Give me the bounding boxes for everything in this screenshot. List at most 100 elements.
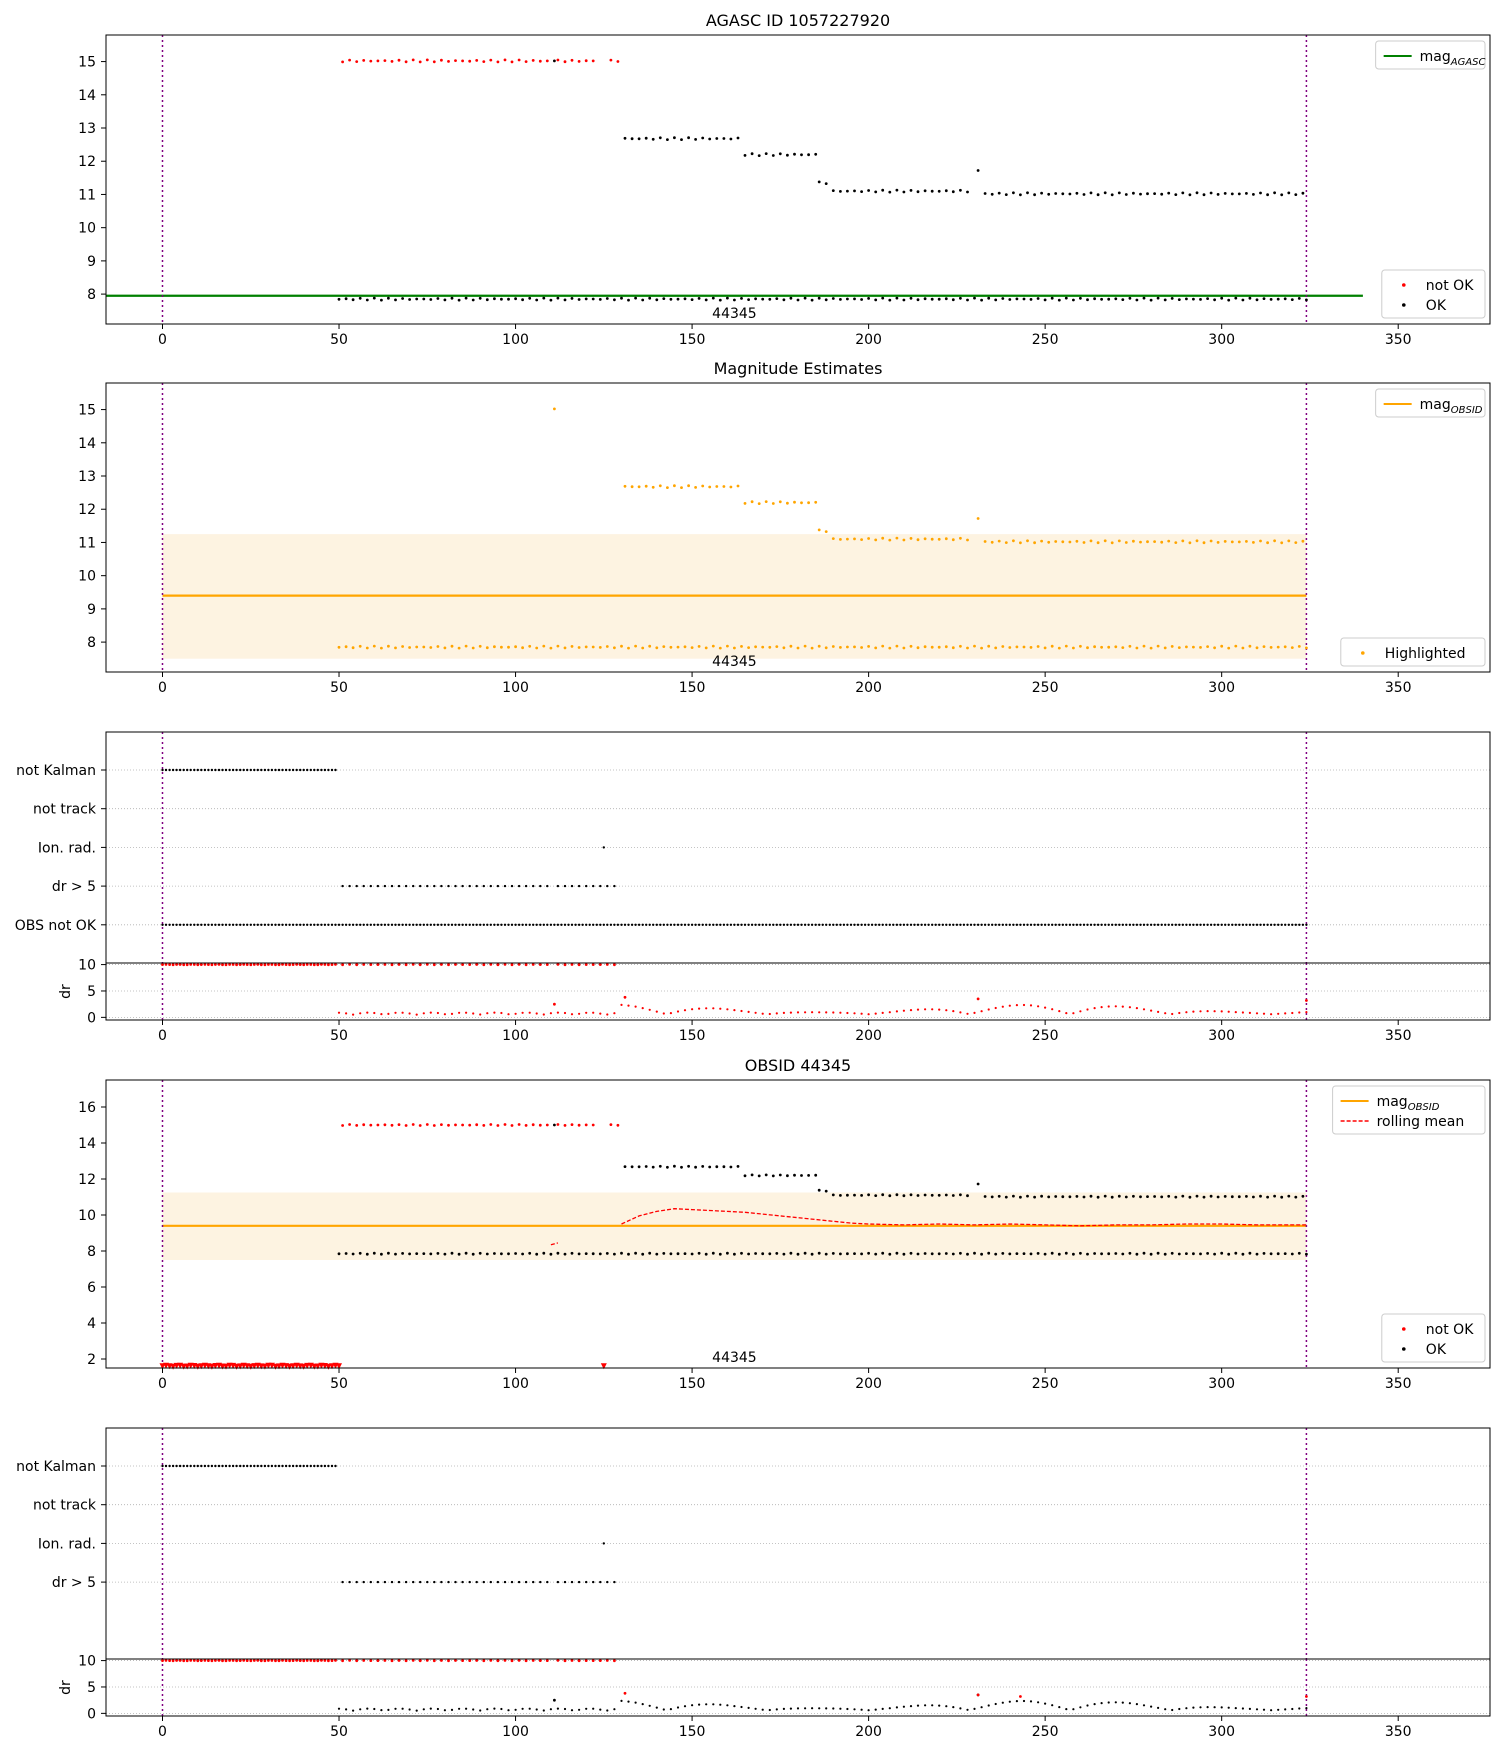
data-point bbox=[705, 923, 708, 926]
data-point bbox=[369, 59, 373, 63]
data-point bbox=[496, 1580, 500, 1584]
data-point bbox=[892, 923, 895, 926]
data-point bbox=[1164, 1012, 1167, 1015]
data-point bbox=[291, 1659, 295, 1662]
data-point bbox=[1050, 296, 1054, 300]
data-point bbox=[592, 884, 595, 888]
data-point bbox=[817, 644, 821, 648]
data-point bbox=[436, 1707, 439, 1711]
data-point bbox=[404, 60, 408, 64]
data-point bbox=[803, 923, 807, 926]
data-point bbox=[814, 1173, 818, 1177]
data-point bbox=[270, 963, 274, 966]
data-point bbox=[281, 923, 284, 926]
data-point bbox=[687, 923, 690, 926]
data-point bbox=[1195, 191, 1199, 195]
data-point bbox=[641, 298, 645, 302]
data-point bbox=[1043, 1252, 1047, 1256]
data-point bbox=[161, 768, 164, 772]
data-point bbox=[563, 60, 567, 64]
data-point bbox=[931, 1704, 934, 1707]
data-point bbox=[1072, 923, 1075, 926]
legend: Highlighted bbox=[1340, 637, 1486, 667]
data-point bbox=[938, 923, 941, 926]
data-point bbox=[344, 1252, 348, 1255]
data-point bbox=[1199, 298, 1202, 301]
data-point bbox=[641, 646, 645, 650]
data-point bbox=[1107, 1701, 1110, 1704]
data-point bbox=[772, 923, 775, 926]
data-point bbox=[189, 1659, 193, 1662]
legend-label: rolling mean bbox=[1377, 1114, 1465, 1130]
data-point bbox=[800, 1174, 803, 1177]
legend-dot-swatch bbox=[1402, 1347, 1406, 1351]
data-point bbox=[1276, 1252, 1280, 1256]
data-point bbox=[606, 1013, 609, 1016]
data-point bbox=[351, 646, 355, 650]
data-point bbox=[860, 1708, 863, 1711]
data-point bbox=[535, 923, 538, 926]
data-point bbox=[454, 923, 457, 926]
data-point bbox=[235, 963, 239, 967]
data-point bbox=[510, 1659, 514, 1663]
data-point bbox=[959, 1011, 962, 1014]
data-point bbox=[803, 296, 807, 300]
data-point bbox=[1054, 1195, 1058, 1198]
data-point bbox=[334, 923, 337, 926]
data-point bbox=[810, 923, 814, 926]
rolling-mean-line bbox=[621, 1208, 1307, 1227]
x-tick-label: 350 bbox=[1385, 1028, 1412, 1044]
data-point bbox=[1117, 1194, 1121, 1198]
data-point bbox=[1163, 1252, 1167, 1256]
data-point bbox=[330, 963, 334, 966]
data-point bbox=[1298, 1707, 1301, 1710]
data-point bbox=[366, 1011, 369, 1014]
data-point bbox=[867, 1251, 870, 1255]
data-point bbox=[447, 1659, 450, 1663]
data-point bbox=[432, 963, 436, 967]
data-point bbox=[1199, 923, 1202, 926]
data-point bbox=[256, 1659, 260, 1662]
data-point bbox=[591, 59, 595, 63]
data-point bbox=[630, 485, 634, 489]
data-point bbox=[235, 923, 238, 926]
data-point bbox=[966, 298, 969, 302]
data-point bbox=[973, 923, 976, 926]
data-point bbox=[846, 1011, 849, 1015]
data-point bbox=[556, 923, 560, 926]
data-point bbox=[203, 768, 207, 772]
data-point bbox=[295, 768, 298, 772]
y-tick-label: 6 bbox=[87, 1280, 96, 1296]
data-point bbox=[309, 768, 312, 772]
data-point bbox=[577, 963, 581, 967]
data-point bbox=[697, 1251, 701, 1255]
data-point bbox=[951, 190, 955, 194]
data-point bbox=[811, 1011, 814, 1014]
data-point bbox=[556, 644, 560, 648]
data-point bbox=[743, 502, 747, 505]
data-point bbox=[397, 923, 401, 926]
data-point bbox=[168, 1464, 171, 1468]
data-point bbox=[496, 1659, 500, 1663]
data-point bbox=[1110, 541, 1114, 545]
data-point bbox=[358, 296, 362, 300]
data-point bbox=[164, 963, 168, 966]
data-point bbox=[627, 923, 630, 926]
data-point bbox=[701, 923, 704, 926]
data-point bbox=[221, 923, 224, 926]
data-point bbox=[754, 923, 757, 926]
x-tick-label: 50 bbox=[330, 1376, 348, 1392]
data-point bbox=[450, 1708, 454, 1711]
data-point bbox=[1280, 923, 1283, 926]
data-point bbox=[429, 1011, 432, 1014]
data-point bbox=[302, 1464, 305, 1468]
data-point-triangle bbox=[170, 1363, 177, 1370]
data-point bbox=[690, 298, 694, 301]
data-point bbox=[694, 138, 697, 141]
data-point bbox=[182, 963, 186, 967]
data-point bbox=[924, 1704, 927, 1707]
data-point bbox=[316, 963, 320, 967]
data-point bbox=[585, 1580, 588, 1584]
data-point bbox=[637, 137, 641, 141]
data-point bbox=[1008, 1700, 1011, 1703]
